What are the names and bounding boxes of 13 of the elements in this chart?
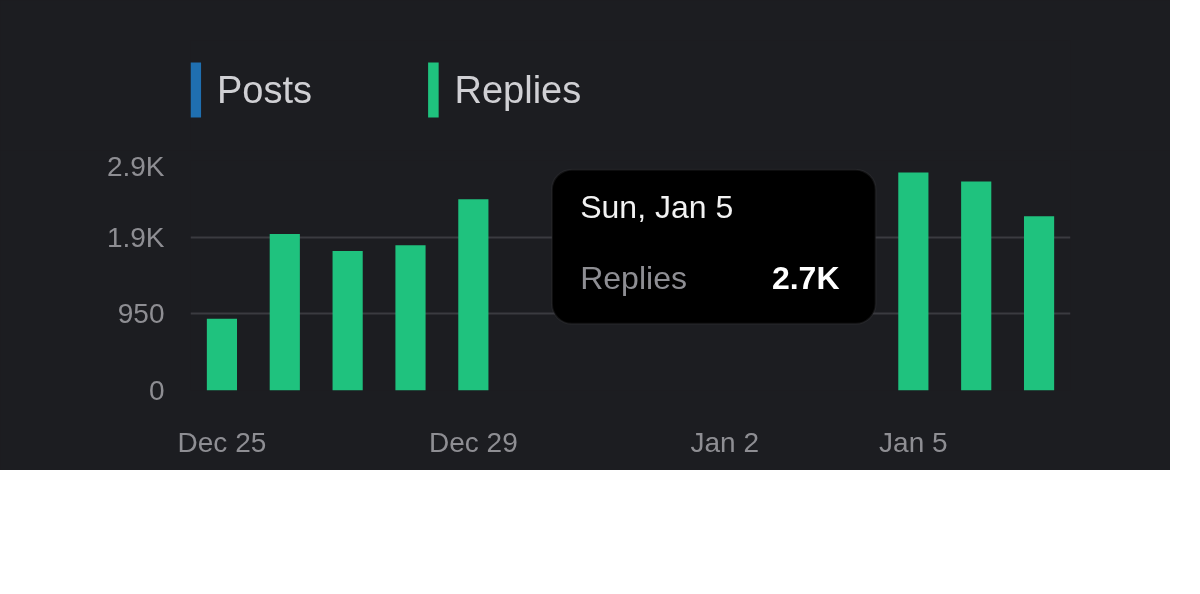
annotation: 2.7K (771, 260, 840, 297)
legend-label: Posts (216, 69, 312, 111)
x-tick-label: Dec 25 (177, 426, 267, 458)
y-tick-label: 1.9K (106, 221, 165, 253)
y-tick-label: 950 (117, 298, 165, 330)
y-tick-label: 2.9K (106, 150, 165, 182)
legend-label: Replies (454, 69, 582, 111)
x-tick-label: Dec 29 (429, 426, 518, 458)
x-tick-label: Jan 5 (879, 426, 948, 458)
x-tick-label: Jan 2 (690, 426, 760, 458)
annotation: Sun, Jan 5 (580, 188, 734, 225)
annotation: Replies (580, 260, 687, 297)
y-tick-label: 0 (148, 375, 165, 406)
